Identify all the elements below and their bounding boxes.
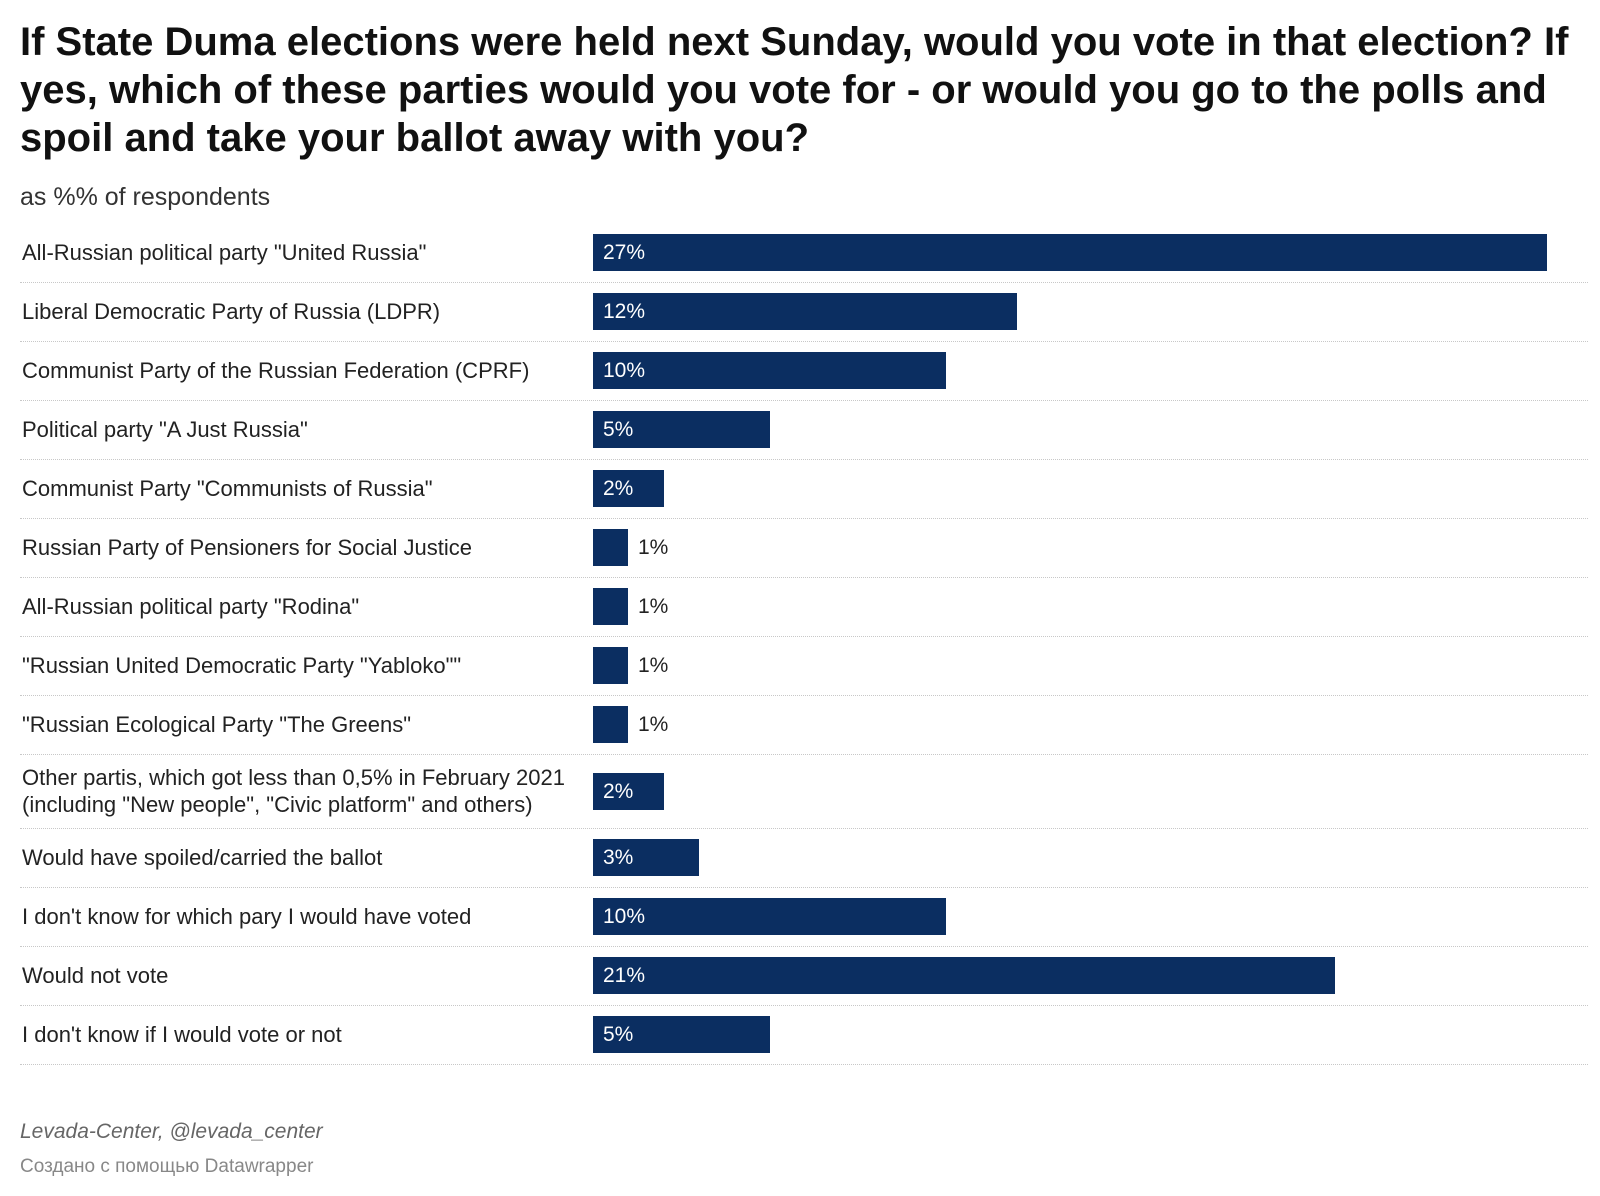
row-separator (20, 754, 1588, 755)
category-label: All-Russian political party "United Russ… (22, 239, 427, 265)
row-separator (20, 577, 1588, 578)
data-label: 2% (603, 779, 634, 803)
bar (593, 647, 628, 684)
chart-subtitle: as %% of respondents (20, 183, 271, 211)
row-separator (20, 636, 1588, 637)
datawrapper-credit: Создано с помощью Datawrapper (20, 1156, 314, 1177)
bar (593, 706, 628, 743)
category-label: Would have spoiled/carried the ballot (22, 845, 383, 870)
category-label: Russian Party of Pensioners for Social J… (22, 535, 472, 560)
bar (593, 234, 1547, 271)
bar (593, 957, 1335, 994)
data-label: 5% (603, 1022, 634, 1046)
data-label: 1% (638, 535, 669, 559)
row-separator (20, 695, 1588, 696)
bar (593, 898, 946, 935)
bar (593, 411, 770, 448)
row-separator (20, 459, 1588, 460)
data-label: 21% (603, 963, 646, 987)
row-separator (20, 400, 1588, 401)
row-separator (20, 828, 1588, 829)
row-separator (20, 341, 1588, 342)
data-label: 27% (603, 240, 646, 264)
category-label: Other partis, which got less than 0,5% i… (22, 765, 565, 817)
data-label: 2% (603, 476, 634, 500)
data-label: 12% (603, 299, 646, 323)
data-label: 1% (638, 594, 669, 618)
data-label: 10% (603, 904, 646, 928)
data-label: 3% (603, 845, 634, 869)
category-label: All-Russian political party "Rodina" (22, 594, 360, 619)
category-label: Political party "A Just Russia" (22, 417, 308, 442)
bar (593, 773, 664, 810)
source-note: Levada-Center, @levada_center (20, 1120, 323, 1143)
data-label: 1% (638, 653, 669, 677)
row-separator (20, 887, 1588, 888)
bar (593, 470, 664, 507)
category-label: Liberal Democratic Party of Russia (LDPR… (22, 299, 441, 324)
data-label: 1% (638, 712, 669, 736)
bar (593, 839, 699, 876)
row-separator (20, 946, 1588, 947)
data-label: 10% (603, 358, 646, 382)
bar (593, 529, 628, 566)
category-label: I don't know if I would vote or not (22, 1022, 342, 1047)
row-separator (20, 1064, 1588, 1065)
row-separator (20, 282, 1588, 283)
chart-title: If State Duma elections were held next S… (20, 20, 1569, 160)
category-label: Would not vote (22, 963, 169, 988)
category-label: "Russian Ecological Party "The Greens" (22, 712, 412, 737)
category-label: Communist Party "Communists of Russia" (22, 476, 433, 501)
bar (593, 588, 628, 625)
bar (593, 352, 946, 389)
bar (593, 293, 1017, 330)
category-label: "Russian United Democratic Party "Yablok… (22, 653, 462, 678)
category-label: I don't know for which pary I would have… (22, 904, 472, 929)
category-label: Communist Party of the Russian Federatio… (22, 358, 530, 383)
data-label: 5% (603, 417, 634, 441)
row-separator (20, 518, 1588, 519)
bar (593, 1016, 770, 1053)
row-separator (20, 1005, 1588, 1006)
